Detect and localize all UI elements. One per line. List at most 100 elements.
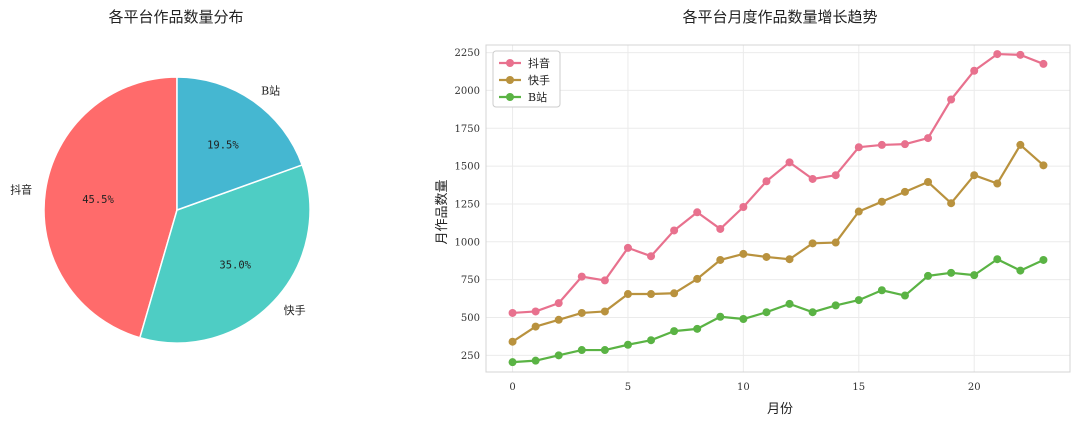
pie-title: 各平台作品数量分布 (108, 8, 243, 26)
series-1-point (785, 255, 794, 264)
series-1-point (808, 239, 817, 248)
series-1-point (947, 199, 956, 208)
series-2-point (970, 271, 979, 280)
series-0-point (831, 171, 840, 180)
y-tick-label: 1250 (455, 199, 480, 210)
series-2-point (924, 271, 933, 280)
series-2-point (1039, 255, 1048, 264)
series-2-point (854, 296, 863, 305)
series-0-point (1016, 50, 1025, 59)
plot-area (486, 45, 1070, 372)
legend-marker (506, 76, 514, 84)
series-0-point (693, 208, 702, 217)
y-tick-label: 500 (461, 313, 480, 324)
y-tick-label: 1000 (455, 237, 480, 248)
series-0-point (1039, 59, 1048, 68)
series-1-point (623, 290, 632, 299)
series-1-point (877, 197, 886, 206)
pie-chart: 45.5% 抖音 35.0% 快手 19.5% B站 (10, 76, 311, 344)
series-2-point (600, 346, 609, 355)
series-0-point (623, 243, 632, 252)
series-2-point (508, 358, 517, 367)
x-tick-label: 10 (737, 382, 750, 393)
series-0-point (716, 224, 725, 233)
pie-slice-0 (43, 76, 178, 339)
pie-percent-label: 19.5% (207, 140, 239, 152)
series-1-point (600, 307, 609, 316)
series-1-point (854, 207, 863, 216)
pie-percent-label: 45.5% (82, 194, 114, 206)
legend-marker (506, 59, 514, 67)
y-tick-label: 2000 (455, 86, 480, 97)
series-0-point (762, 177, 771, 186)
x-tick-label: 15 (852, 382, 865, 393)
series-0-point (877, 140, 886, 149)
y-tick-label: 750 (461, 275, 480, 286)
series-2-point (900, 291, 909, 300)
series-2-point (623, 340, 632, 349)
series-2-point (554, 351, 563, 360)
pie-category-label: 快手 (284, 303, 306, 317)
series-0-point (785, 158, 794, 167)
series-1-point (670, 289, 679, 298)
series-2-point (1016, 266, 1025, 275)
series-2-point (693, 324, 702, 333)
series-0-point (577, 272, 586, 281)
line-chart: 250 500 750 1000 1250 1500 1750 2000 2250 0 5 10 15 2… (455, 44, 1071, 393)
y-tick-label: 1500 (455, 162, 480, 173)
y-tick-label: 2250 (455, 48, 480, 59)
series-1-point (1016, 140, 1025, 149)
line-title: 各平台月度作品数量增长趋势 (682, 8, 877, 26)
series-0-point (647, 252, 656, 261)
series-2-point (716, 312, 725, 321)
series-2-point (647, 336, 656, 345)
series-0-point (924, 134, 933, 143)
series-1-point (577, 308, 586, 317)
series-2-point (993, 255, 1002, 264)
series-1-point (531, 322, 540, 331)
series-0-point (970, 66, 979, 75)
series-0-point (739, 202, 748, 211)
series-1-point (900, 187, 909, 196)
series-1-point (924, 178, 933, 187)
series-0-point (808, 174, 817, 183)
pie-percent-label: 35.0% (219, 260, 251, 272)
series-1-point (647, 290, 656, 299)
series-0-point (854, 143, 863, 152)
pie-slice-1 (138, 163, 311, 344)
legend-marker (506, 93, 514, 101)
series-1-point (716, 255, 725, 264)
series-1-point (1039, 161, 1048, 170)
series-0-point (670, 226, 679, 235)
series-0-point (531, 307, 540, 316)
series-2-point (670, 327, 679, 336)
series-2-point (808, 308, 817, 317)
series-2-point (877, 286, 886, 295)
series-0-point (554, 299, 563, 308)
series-1-point (508, 337, 517, 346)
series-0-point (993, 50, 1002, 59)
x-tick-label: 0 (509, 382, 515, 393)
legend-label: B站 (528, 90, 547, 104)
series-1-point (739, 249, 748, 258)
series-0-point (947, 95, 956, 104)
series-0-point (600, 276, 609, 285)
legend-label: 快手 (528, 73, 550, 87)
series-0-point (900, 140, 909, 149)
series-2-point (762, 308, 771, 317)
plot-frame (485, 44, 1071, 373)
y-axis-label: 月作品数量 (435, 179, 450, 244)
series-2-point (785, 299, 794, 308)
pie-category-label: B站 (261, 83, 280, 97)
series-2-point (531, 356, 540, 365)
series-2-point (739, 315, 748, 324)
series-1-point (762, 252, 771, 261)
x-tick-label: 5 (625, 382, 631, 393)
y-tick-label: 1750 (455, 124, 480, 135)
x-axis-label: 月份 (767, 402, 793, 417)
legend-label: 抖音 (528, 56, 550, 70)
series-0-point (508, 308, 517, 317)
pie-slice-2 (176, 76, 304, 212)
series-2-point (947, 268, 956, 277)
